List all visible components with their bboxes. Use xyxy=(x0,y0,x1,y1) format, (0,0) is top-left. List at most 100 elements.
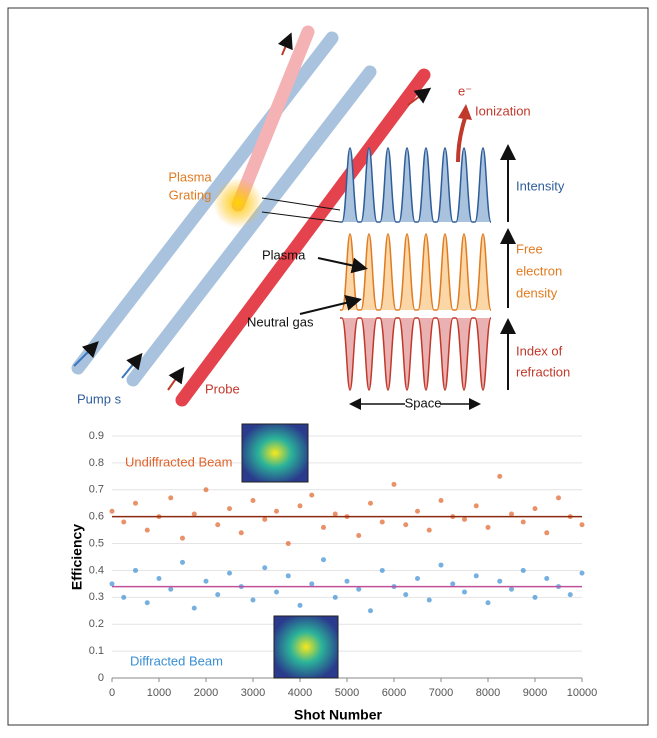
point xyxy=(168,495,173,500)
figure: Plasma Grating e⁻ Ionization Intensity F… xyxy=(0,0,657,733)
point xyxy=(145,528,150,533)
x-tick-label: 2000 xyxy=(194,687,218,699)
point xyxy=(227,571,232,576)
point xyxy=(251,498,256,503)
point xyxy=(544,530,549,535)
point xyxy=(415,509,420,514)
point xyxy=(204,487,209,492)
point xyxy=(580,571,585,576)
label: Ionization xyxy=(475,103,531,118)
point xyxy=(544,576,549,581)
point xyxy=(309,493,314,498)
x-tick-label: 7000 xyxy=(429,687,453,699)
point xyxy=(427,598,432,603)
point xyxy=(356,533,361,538)
point xyxy=(380,520,385,525)
label: Neutral gas xyxy=(247,314,314,329)
point xyxy=(251,598,256,603)
annotation: Undiffracted Beam xyxy=(125,454,232,469)
point xyxy=(486,525,491,530)
point xyxy=(368,608,373,613)
point xyxy=(427,528,432,533)
point xyxy=(368,501,373,506)
label: Pump s xyxy=(77,391,122,406)
y-tick-label: 0.8 xyxy=(89,457,104,469)
point xyxy=(474,503,479,508)
point xyxy=(286,573,291,578)
point xyxy=(439,498,444,503)
point xyxy=(298,503,303,508)
point xyxy=(356,587,361,592)
label: Space xyxy=(405,395,442,410)
y-tick-label: 0.7 xyxy=(89,484,104,496)
x-tick-label: 3000 xyxy=(241,687,265,699)
point xyxy=(262,517,267,522)
label: Free xyxy=(516,241,543,256)
y-tick-label: 0.1 xyxy=(89,645,104,657)
x-tick-label: 10000 xyxy=(567,687,598,699)
point xyxy=(157,576,162,581)
y-tick-label: 0 xyxy=(98,672,104,684)
point xyxy=(568,592,573,597)
point xyxy=(121,595,126,600)
point xyxy=(462,517,467,522)
diagram: Plasma Grating e⁻ Ionization Intensity F… xyxy=(74,32,570,410)
point xyxy=(497,474,502,479)
point xyxy=(450,581,455,586)
point xyxy=(168,587,173,592)
point xyxy=(380,568,385,573)
point xyxy=(262,565,267,570)
label: Intensity xyxy=(516,178,565,193)
point xyxy=(333,511,338,516)
x-tick-label: 8000 xyxy=(476,687,500,699)
point xyxy=(439,563,444,568)
point xyxy=(274,589,279,594)
point xyxy=(204,579,209,584)
point xyxy=(497,579,502,584)
label: Grating xyxy=(169,187,212,202)
point xyxy=(227,506,232,511)
y-axis-label: Efficiency xyxy=(69,524,85,590)
label: density xyxy=(516,285,558,300)
point xyxy=(333,595,338,600)
point xyxy=(110,581,115,586)
point xyxy=(556,495,561,500)
point xyxy=(180,536,185,541)
point xyxy=(486,600,491,605)
point xyxy=(533,595,538,600)
x-axis-label: Shot Number xyxy=(294,707,382,723)
point xyxy=(321,557,326,562)
y-tick-label: 0.3 xyxy=(89,591,104,603)
point xyxy=(580,522,585,527)
x-tick-label: 4000 xyxy=(288,687,312,699)
refraction-profile xyxy=(340,318,491,390)
point xyxy=(474,573,479,578)
point xyxy=(192,606,197,611)
point xyxy=(215,522,220,527)
x-tick-label: 9000 xyxy=(523,687,547,699)
point xyxy=(392,482,397,487)
point xyxy=(509,511,514,516)
label: e⁻ xyxy=(458,83,472,98)
label: Plasma xyxy=(168,169,212,184)
point xyxy=(286,541,291,546)
point xyxy=(462,589,467,594)
y-tick-label: 0.2 xyxy=(89,618,104,630)
label: refraction xyxy=(516,364,570,379)
point xyxy=(321,525,326,530)
point xyxy=(298,603,303,608)
point xyxy=(345,579,350,584)
label: Index of xyxy=(516,343,563,358)
x-tick-label: 6000 xyxy=(382,687,406,699)
y-tick-label: 0.5 xyxy=(89,537,104,549)
y-tick-label: 0.4 xyxy=(89,564,104,576)
point xyxy=(145,600,150,605)
point xyxy=(133,568,138,573)
point xyxy=(110,509,115,514)
point xyxy=(239,530,244,535)
point xyxy=(309,581,314,586)
point xyxy=(133,501,138,506)
point xyxy=(121,520,126,525)
point xyxy=(192,511,197,516)
inset-image xyxy=(274,616,338,678)
